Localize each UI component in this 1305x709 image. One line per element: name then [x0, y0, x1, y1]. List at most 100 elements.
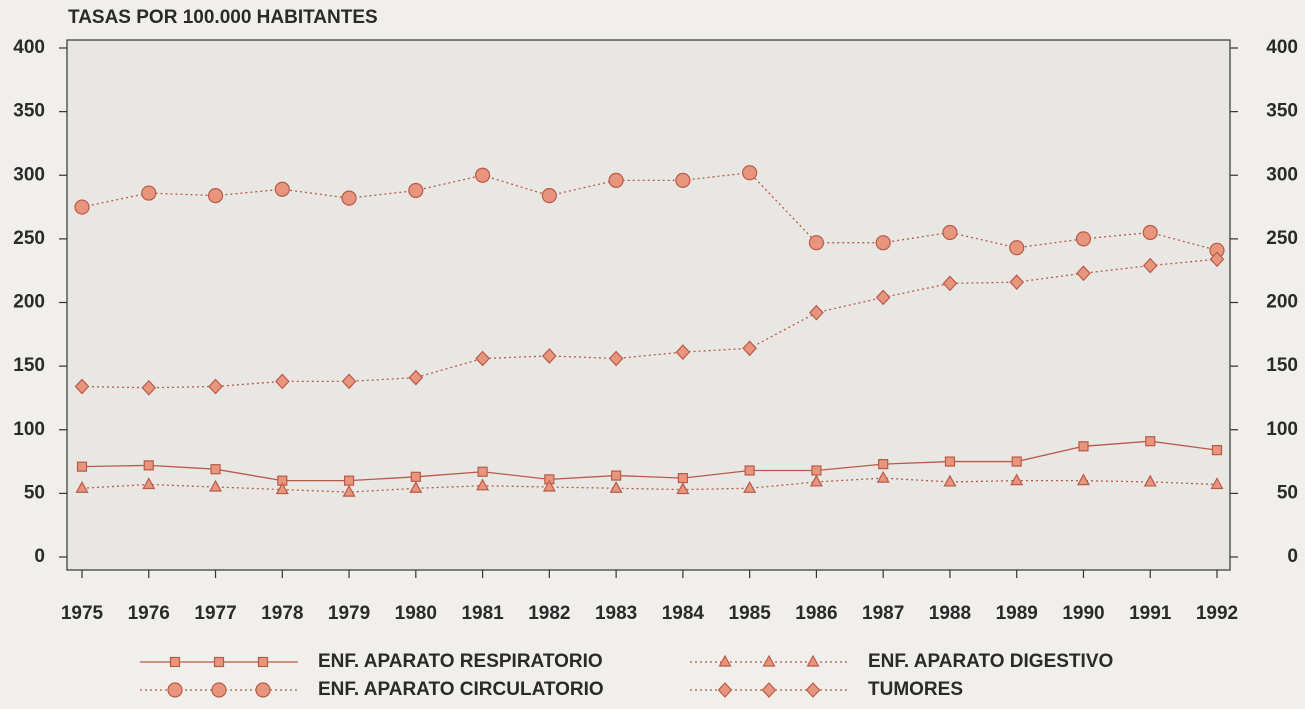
- x-tick-label: 1984: [662, 603, 705, 624]
- x-tick-label: 1977: [194, 603, 236, 624]
- marker: [805, 682, 821, 698]
- y-tick-label: 300: [13, 164, 45, 185]
- marker: [676, 482, 690, 495]
- marker: [608, 172, 624, 188]
- marker: [761, 682, 777, 698]
- marker: [1010, 473, 1024, 486]
- marker: [675, 172, 691, 188]
- y-tick-label: 250: [13, 228, 45, 249]
- marker: [1011, 456, 1022, 467]
- marker: [274, 181, 290, 197]
- marker: [717, 682, 733, 698]
- marker: [476, 478, 490, 491]
- marker: [876, 470, 890, 483]
- series-line: [81, 440, 1218, 482]
- marker: [808, 235, 825, 251]
- marker: [943, 474, 957, 487]
- marker: [1143, 474, 1157, 487]
- marker: [274, 373, 290, 390]
- marker: [141, 379, 157, 396]
- marker: [675, 344, 691, 361]
- marker: [169, 656, 181, 668]
- marker: [1142, 257, 1158, 274]
- marker: [541, 188, 557, 204]
- marker: [76, 461, 88, 472]
- series-line: [81, 477, 1218, 493]
- marker: [408, 369, 424, 386]
- y-tick-label: 400: [13, 37, 45, 58]
- legend-label: ENF. APARATO CIRCULATORIO: [318, 679, 604, 700]
- marker: [410, 471, 421, 482]
- x-tick-label: 1976: [128, 603, 170, 624]
- marker: [608, 350, 624, 367]
- marker: [743, 481, 757, 493]
- marker: [210, 464, 221, 475]
- marker: [609, 481, 623, 493]
- marker: [211, 682, 227, 698]
- marker: [74, 199, 90, 215]
- x-tick-label: 1992: [1196, 603, 1238, 624]
- marker: [275, 482, 289, 495]
- y-tick-label: 350: [13, 101, 45, 122]
- marker: [142, 477, 156, 490]
- marker: [408, 182, 424, 199]
- legend-label: TUMORES: [868, 679, 963, 700]
- x-tick-label: 1982: [528, 603, 570, 624]
- marker: [141, 185, 157, 201]
- y2-tick-label: 150: [1266, 355, 1298, 376]
- marker: [1075, 231, 1092, 247]
- marker: [213, 656, 225, 668]
- marker: [718, 654, 732, 667]
- marker: [167, 682, 183, 698]
- marker: [809, 304, 824, 321]
- x-tick-label: 1986: [795, 603, 837, 624]
- y-tick-label: 50: [24, 482, 45, 503]
- series-line: [81, 258, 1218, 389]
- marker: [942, 275, 958, 292]
- marker: [875, 289, 891, 306]
- series-line: [81, 172, 1218, 251]
- marker: [1211, 445, 1223, 456]
- marker: [942, 224, 958, 241]
- y-tick-label: 150: [13, 355, 45, 376]
- marker: [1210, 477, 1224, 490]
- marker: [1078, 441, 1089, 452]
- legend-label: ENF. APARATO RESPIRATORIO: [318, 651, 603, 672]
- marker: [762, 654, 776, 667]
- marker: [409, 481, 423, 493]
- marker: [75, 481, 89, 493]
- marker: [1009, 274, 1025, 291]
- marker: [257, 656, 269, 668]
- y2-tick-label: 350: [1266, 101, 1298, 122]
- x-tick-label: 1979: [328, 603, 370, 624]
- marker: [809, 474, 823, 487]
- marker: [542, 348, 557, 364]
- marker: [806, 654, 820, 667]
- marker: [878, 459, 889, 470]
- marker: [341, 373, 357, 390]
- marker: [742, 340, 757, 357]
- marker: [1209, 251, 1225, 268]
- y-tick-label: 100: [13, 419, 45, 440]
- x-tick-label: 1978: [261, 603, 303, 624]
- marker: [255, 682, 271, 698]
- marker: [611, 470, 622, 481]
- marker: [875, 235, 891, 251]
- x-tick-label: 1988: [929, 603, 971, 624]
- y2-tick-label: 0: [1287, 546, 1298, 567]
- y2-tick-label: 250: [1266, 228, 1298, 249]
- y2-tick-label: 200: [1266, 292, 1298, 313]
- marker: [811, 465, 822, 476]
- y-tick-label: 0: [34, 546, 45, 567]
- marker: [744, 465, 755, 476]
- marker: [1145, 436, 1156, 447]
- marker: [742, 165, 758, 181]
- marker: [74, 378, 90, 395]
- marker: [1076, 265, 1091, 282]
- marker: [209, 479, 223, 492]
- marker: [1009, 240, 1025, 256]
- x-tick-label: 1980: [395, 603, 437, 624]
- marker: [944, 456, 956, 467]
- marker: [342, 484, 356, 497]
